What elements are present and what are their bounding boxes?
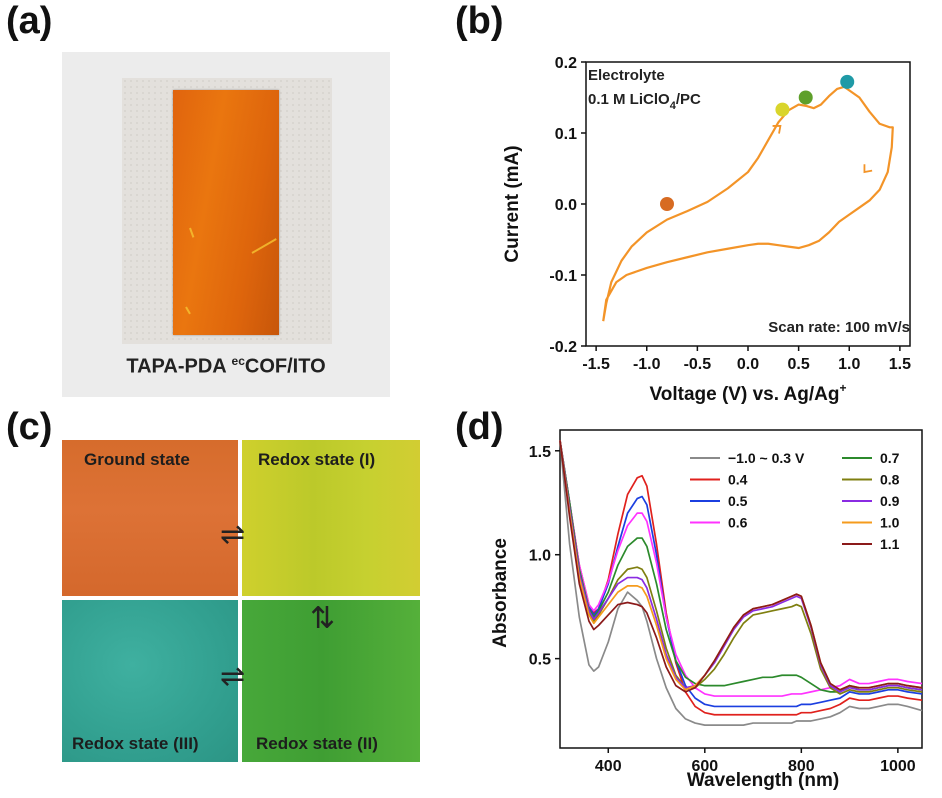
legend-label: 0.6 (728, 515, 748, 531)
x-axis-label: Voltage (V) vs. Ag/Ag+ (649, 381, 846, 405)
label-redox-state-2: Redox state (II) (256, 734, 378, 753)
y-tick-label: 0.0 (555, 197, 577, 214)
legend-label: −1.0 ~ 0.3 V (728, 450, 805, 466)
label-redox-state-1: Redox state (I) (258, 450, 376, 469)
y-tick-label: 0.5 (529, 652, 551, 669)
spectrum-line (559, 440, 923, 693)
legend-label: 1.0 (880, 515, 900, 531)
arrow-head (772, 124, 782, 134)
absorbance-chart: 400 600 800 1000 0.5 1.0 1.5 −1.0 ~ 0.3 V 0.4 0.… (490, 429, 923, 791)
state-marker (660, 197, 674, 211)
y-tick-label: 0.2 (555, 55, 577, 72)
y-tick-label: -0.2 (549, 339, 577, 356)
x-tick-label: 0.5 (788, 356, 810, 373)
panel-label-b: (b) (455, 0, 504, 42)
color-state-grid: Ground state Redox state (I) Redox state… (62, 440, 420, 762)
x-axis-label: Wavelength (nm) (687, 770, 839, 791)
equilibrium-arrow-top: ⇌ (220, 518, 246, 551)
legend-label: 1.1 (880, 536, 900, 552)
cv-curve (602, 85, 894, 322)
tile-ground-state (62, 440, 238, 596)
equilibrium-arrow-bottom: ⇌ (220, 660, 246, 693)
panel-label-d: (d) (455, 406, 504, 448)
cv-chart: -1.5 -1.0 -0.5 0.0 0.5 1.0 1.5 0.2 0.1 0.0 -0.1 -0.… (502, 55, 911, 405)
scan-direction-arrow (863, 164, 873, 174)
annotation-concentration: 0.1 M LiClO4/PC (588, 91, 701, 112)
y-tick-label: 1.0 (529, 548, 551, 565)
spectrum-line (559, 440, 923, 695)
label-ground-state: Ground state (84, 450, 190, 469)
state-marker (775, 102, 790, 117)
x-tick-label: -1.0 (633, 356, 661, 373)
legend-label: 0.5 (728, 493, 748, 509)
x-tick-label: -1.5 (582, 356, 610, 373)
x-tick-label: 1000 (880, 758, 916, 775)
x-tick-label: 1.5 (889, 356, 911, 373)
equilibrium-arrow-right: ⇅ (310, 602, 336, 635)
x-tick-label: 600 (691, 758, 718, 775)
tile-redox-state-2 (242, 600, 420, 762)
y-tick-label: -0.1 (549, 268, 577, 285)
panel-label-a: (a) (6, 0, 53, 42)
y-tick-label: 1.5 (529, 444, 551, 461)
scan-direction-arrow (772, 124, 782, 134)
legend-label: 0.8 (880, 472, 900, 488)
tile-redox-state-3 (62, 600, 238, 762)
tile-redox-state-1 (242, 440, 420, 596)
state-marker (798, 90, 813, 105)
y-axis-label: Absorbance (490, 538, 511, 648)
x-tick-label: 400 (595, 758, 622, 775)
annotation-electrolyte: Electrolyte (588, 67, 665, 84)
state-marker (840, 74, 855, 89)
spectrum-line (559, 440, 923, 693)
spectrum-line (559, 440, 923, 716)
annotation-scan-rate: Scan rate: 100 mV/s (768, 319, 910, 336)
panel-label-c: (c) (6, 406, 53, 448)
y-tick-label: 0.1 (555, 126, 577, 143)
x-tick-label: 800 (788, 758, 815, 775)
plot-frame (559, 429, 923, 749)
legend-label: 0.9 (880, 493, 900, 509)
spectrum-line (559, 440, 923, 726)
y-axis-label: Current (mA) (502, 145, 523, 262)
x-tick-label: 1.0 (838, 356, 860, 373)
x-tick-label: 0.0 (737, 356, 759, 373)
spectrum-line (559, 440, 923, 697)
arrow-head (863, 164, 873, 174)
legend-label: 0.7 (880, 450, 900, 466)
x-tick-label: -0.5 (684, 356, 712, 373)
sample-photo: TAPA-PDA ecCOF/ITO (62, 52, 390, 397)
label-redox-state-3: Redox state (III) (72, 734, 199, 753)
cof-film (173, 90, 279, 335)
legend-label: 0.4 (728, 472, 748, 488)
photo-caption: TAPA-PDA ecCOF/ITO (126, 354, 326, 378)
